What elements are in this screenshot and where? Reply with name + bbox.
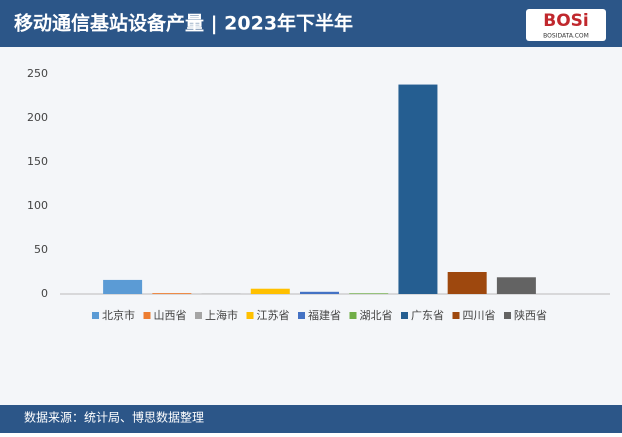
chart-title: 移动通信基站设备产量 | 2023年下半年 — [14, 12, 353, 35]
legend-swatch — [144, 312, 151, 319]
legend-label: 上海市 — [205, 308, 238, 322]
y-tick-label: 150 — [27, 155, 48, 168]
legend-label: 四川省 — [463, 309, 496, 322]
bar — [103, 280, 142, 294]
legend-label: 北京市 — [102, 308, 135, 322]
y-tick-label: 200 — [27, 111, 48, 124]
legend-label: 广东省 — [411, 309, 444, 322]
logo: BOSi — [543, 11, 588, 31]
y-tick-label: 0 — [41, 287, 48, 300]
logo-sub: BOSIDATA.COM — [543, 33, 589, 40]
y-tick-label: 250 — [27, 67, 48, 80]
legend-swatch — [401, 312, 408, 319]
bar — [497, 277, 536, 294]
legend-swatch — [453, 312, 460, 319]
legend-swatch — [247, 312, 254, 319]
bar — [448, 272, 487, 294]
bar — [398, 85, 437, 294]
bar — [152, 293, 191, 294]
bar — [251, 289, 290, 294]
bar — [300, 292, 339, 294]
legend-swatch — [298, 312, 305, 319]
legend-label: 山西省 — [154, 309, 187, 322]
legend-swatch — [92, 312, 99, 319]
footer-source: 数据来源：统计局、博思数据整理 — [24, 410, 204, 425]
legend-swatch — [195, 312, 202, 319]
legend-swatch — [504, 312, 511, 319]
legend-label: 湖北省 — [360, 309, 393, 322]
legend-label: 江苏省 — [257, 309, 290, 322]
legend-label: 福建省 — [308, 308, 341, 322]
bar — [349, 293, 388, 294]
y-tick-label: 100 — [27, 199, 48, 212]
legend-label: 陕西省 — [514, 308, 547, 322]
y-tick-label: 50 — [34, 243, 48, 256]
legend-swatch — [350, 312, 357, 319]
